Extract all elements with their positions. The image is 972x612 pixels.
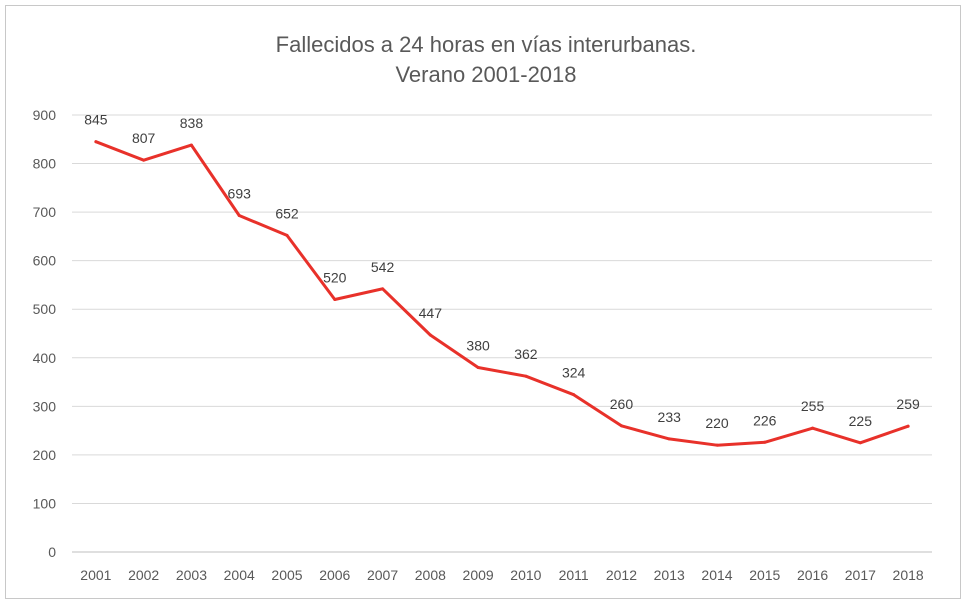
data-label: 838	[180, 115, 204, 131]
data-point	[237, 214, 241, 218]
data-point	[715, 443, 719, 447]
y-tick-label: 800	[33, 156, 57, 172]
data-point	[333, 298, 337, 302]
data-label: 807	[132, 130, 156, 146]
data-label: 520	[323, 270, 347, 286]
chart-title-block: Fallecidos a 24 horas en vías interurban…	[0, 30, 972, 90]
x-tick-label: 2011	[559, 567, 589, 583]
data-point	[667, 437, 671, 441]
x-tick-label: 2007	[367, 567, 398, 583]
y-tick-label: 900	[33, 107, 57, 123]
data-point	[619, 424, 623, 428]
data-label: 220	[705, 415, 729, 431]
series-layer	[94, 140, 910, 447]
data-point	[572, 393, 576, 397]
series-line	[94, 140, 910, 447]
data-point	[906, 424, 910, 428]
data-label: 362	[514, 346, 538, 362]
x-tick-label: 2016	[797, 567, 828, 583]
data-label: 260	[610, 396, 634, 412]
x-tick-label: 2006	[319, 567, 350, 583]
data-point	[428, 333, 432, 337]
data-label: 233	[658, 409, 682, 425]
chart-subtitle: Verano 2001-2018	[395, 62, 577, 87]
y-tick-label: 200	[33, 447, 57, 463]
data-label: 255	[801, 398, 825, 414]
data-point	[94, 140, 98, 144]
y-tick-label: 400	[33, 350, 57, 366]
data-point	[811, 426, 815, 430]
data-point	[476, 365, 480, 369]
data-label: 226	[753, 412, 777, 428]
x-tick-label: 2004	[224, 567, 255, 583]
x-tick-label: 2009	[463, 567, 494, 583]
data-point	[142, 158, 146, 162]
x-tick-label: 2018	[893, 567, 924, 583]
y-tick-label: 100	[33, 495, 57, 511]
data-label: 447	[419, 305, 443, 321]
x-tick-label: 2002	[128, 567, 159, 583]
data-label: 652	[275, 205, 299, 221]
data-label: 324	[562, 365, 586, 381]
x-tick-label: 2005	[271, 567, 302, 583]
x-tick-label: 2017	[845, 567, 876, 583]
y-tick-label: 0	[48, 544, 56, 560]
y-tick-label: 300	[33, 398, 57, 414]
chart-frame	[5, 5, 961, 599]
y-tick-label: 700	[33, 204, 57, 220]
x-axis-tick-labels: 2001 2002 2003 2004 2005 2006 2007 2008 2009 2010…	[80, 567, 924, 583]
data-point	[285, 233, 289, 237]
data-label: 259	[896, 396, 920, 412]
data-label: 380	[466, 337, 490, 353]
chart-title: Fallecidos a 24 horas en vías interurban…	[275, 32, 697, 57]
x-tick-label: 2003	[176, 567, 207, 583]
data-point	[858, 441, 862, 445]
data-point	[189, 143, 193, 147]
gridlines	[72, 114, 932, 553]
x-tick-label: 2013	[654, 567, 685, 583]
data-label: 693	[228, 186, 252, 202]
data-labels: 845 807 838 693 652 520 542 447 380 362 324 260 233 2…	[84, 112, 920, 431]
y-tick-label: 600	[33, 253, 57, 269]
x-tick-label: 2008	[415, 567, 446, 583]
data-label: 845	[84, 112, 108, 128]
x-tick-label: 2001	[80, 567, 111, 583]
data-label: 542	[371, 259, 395, 275]
y-axis-tick-labels: 0 100 200 300 400 500 600 700 800 900	[33, 107, 57, 560]
data-point	[763, 440, 767, 444]
data-point	[381, 287, 385, 291]
x-tick-label: 2014	[701, 567, 732, 583]
y-tick-label: 500	[33, 301, 57, 317]
data-label: 225	[849, 413, 873, 429]
data-point	[524, 374, 528, 378]
x-tick-label: 2010	[510, 567, 541, 583]
x-tick-label: 2012	[606, 567, 637, 583]
x-tick-label: 2015	[749, 567, 780, 583]
